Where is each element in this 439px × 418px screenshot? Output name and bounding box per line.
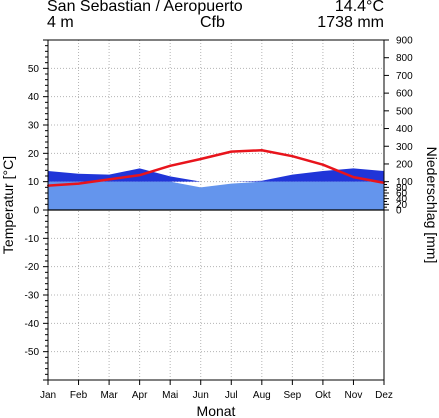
elevation: 4 m: [47, 14, 74, 31]
y2-tick-label: 300: [396, 142, 413, 153]
y2-tick-label: 20: [396, 200, 408, 211]
x-tick-label-Nov: Nov: [345, 390, 363, 401]
climate-class: Cfb: [200, 14, 225, 31]
y2-tick-label: 0: [396, 206, 402, 217]
temperature-point-Feb: [77, 182, 80, 185]
plot-frame: [47, 39, 385, 381]
temperature-point-Sep: [291, 155, 294, 158]
x-tick-label-Mai: Mai: [162, 390, 178, 401]
temperature-line: [47, 148, 385, 187]
temperature-point-Okt: [321, 163, 324, 166]
y-tick-label: -20: [25, 262, 40, 273]
x-tick-label-Jun: Jun: [193, 390, 209, 401]
y2-tick-label: 800: [396, 53, 413, 64]
x-tick-label-Sep: Sep: [283, 390, 301, 401]
tick-marks: [43, 39, 389, 385]
y-tick-label: 10: [28, 177, 40, 188]
y-tick-label: 0: [33, 206, 39, 217]
temperature-point-Jul: [230, 150, 233, 153]
y-tick-label: -50: [25, 347, 40, 358]
precipitation-area: [48, 168, 384, 210]
y2-tick-label: 80: [396, 183, 408, 194]
x-axis-title: Monat: [197, 403, 236, 418]
temperature-point-Jun: [199, 158, 202, 160]
y-tick-label: -30: [25, 291, 40, 302]
y2-tick-label: 600: [396, 89, 413, 100]
y2-tick-label: 500: [396, 106, 413, 117]
temperature-point-Mar: [108, 178, 111, 181]
x-tick-label-Mar: Mar: [100, 390, 118, 401]
x-tick-label-Feb: Feb: [70, 390, 88, 401]
mean-temperature: 14.4°C: [334, 0, 384, 15]
temperature-series: [47, 148, 385, 187]
tick-labels: -50-40-30-20-100102030405002040608010020…: [25, 36, 414, 402]
annual-precipitation: 1738 mm: [317, 14, 384, 31]
y2-tick-label: 60: [396, 189, 408, 200]
y2-axis-title: Niederschlag [mm]: [424, 147, 439, 264]
x-tick-label-Okt: Okt: [315, 390, 331, 401]
y-tick-label: -40: [25, 319, 40, 330]
y2-tick-label: 700: [396, 71, 413, 82]
temperature-point-Nov: [352, 176, 355, 179]
x-tick-label-Apr: Apr: [132, 390, 148, 401]
station-name: San Sebastian / Aeropuerto: [47, 0, 243, 15]
y-axis-title: Temperatur [°C]: [0, 156, 16, 254]
temperature-point-Mai: [169, 164, 172, 167]
y-tick-label: -10: [25, 234, 40, 245]
y-tick-label: 20: [28, 149, 40, 160]
x-tick-label-Aug: Aug: [253, 390, 271, 401]
temperature-point-Apr: [138, 174, 141, 177]
temperature-point-Aug: [260, 149, 263, 152]
y-tick-label: 30: [28, 121, 40, 132]
y2-tick-label: 100: [396, 177, 413, 188]
precipitation-excess-fill: [48, 168, 384, 182]
y-tick-label: 40: [28, 92, 40, 103]
x-tick-label-Jul: Jul: [225, 390, 238, 401]
y2-tick-label: 900: [396, 36, 413, 47]
x-tick-label-Dez: Dez: [375, 390, 393, 401]
precipitation-area-fill: [48, 181, 384, 210]
y-tick-label: 50: [28, 64, 40, 75]
y2-tick-label: 400: [396, 124, 413, 135]
y2-tick-label: 40: [396, 194, 408, 205]
x-tick-label-Jan: Jan: [40, 390, 56, 401]
y2-tick-label: 200: [396, 159, 413, 170]
